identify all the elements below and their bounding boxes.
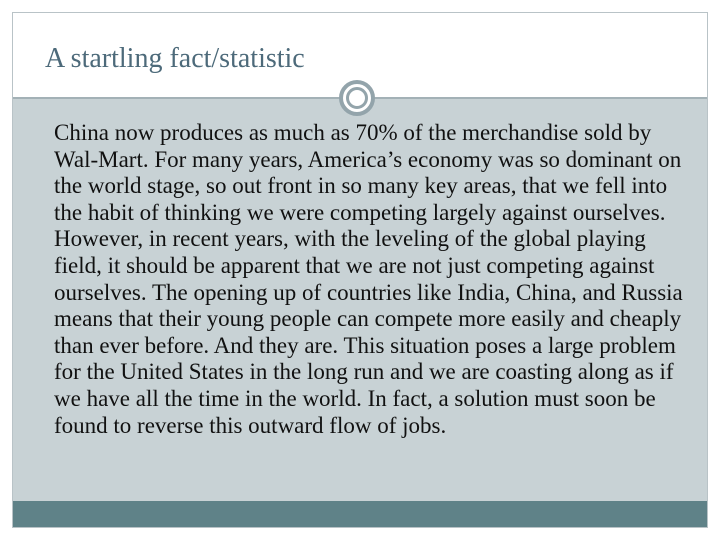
slide-title: A startling fact/statistic bbox=[45, 43, 305, 74]
ring-ornament-inner bbox=[346, 87, 368, 109]
slide-body-text: China now produces as much as 70% of the… bbox=[54, 120, 683, 438]
footer-bar bbox=[13, 501, 707, 527]
ring-ornament-icon bbox=[339, 80, 375, 116]
slide-frame bbox=[12, 12, 708, 528]
body-panel bbox=[13, 97, 707, 501]
